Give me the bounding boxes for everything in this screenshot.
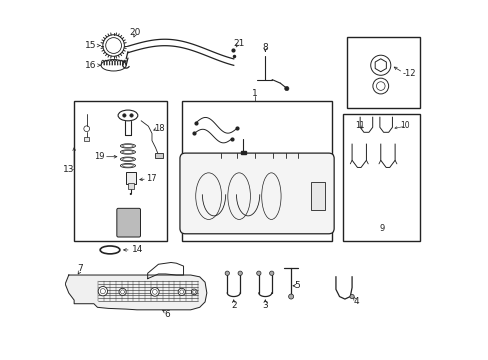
Circle shape [98, 287, 107, 296]
Circle shape [269, 271, 273, 275]
Circle shape [178, 288, 185, 296]
FancyBboxPatch shape [180, 153, 333, 234]
Bar [125, 172, 136, 184]
Bar [182, 101, 332, 241]
Text: 14: 14 [131, 246, 142, 255]
Circle shape [129, 193, 132, 195]
Circle shape [349, 294, 353, 299]
Text: 1: 1 [252, 89, 258, 98]
Text: 17: 17 [145, 175, 156, 184]
Bar [74, 101, 167, 241]
Bar [155, 153, 163, 158]
Text: 3: 3 [262, 301, 267, 310]
Text: 20: 20 [129, 28, 141, 37]
Text: 8: 8 [262, 43, 267, 52]
Bar [128, 183, 133, 189]
FancyBboxPatch shape [117, 208, 140, 237]
Text: 4: 4 [353, 297, 359, 306]
Circle shape [288, 294, 293, 299]
Polygon shape [65, 275, 206, 310]
Text: 18: 18 [154, 123, 164, 132]
Text: 10: 10 [399, 121, 408, 130]
Text: 6: 6 [164, 310, 170, 319]
Text: 11: 11 [354, 121, 364, 130]
Circle shape [122, 114, 126, 117]
Bar [84, 137, 89, 141]
Circle shape [256, 271, 261, 275]
Circle shape [224, 271, 229, 275]
Text: 19: 19 [94, 152, 104, 161]
Circle shape [129, 114, 133, 117]
Text: 9: 9 [379, 224, 384, 233]
Circle shape [150, 288, 159, 296]
Text: 21: 21 [233, 39, 244, 48]
Text: 5: 5 [294, 281, 300, 290]
Circle shape [238, 271, 242, 275]
Text: 7: 7 [77, 265, 83, 274]
Text: 2: 2 [230, 301, 236, 310]
Circle shape [284, 86, 288, 91]
Circle shape [191, 289, 197, 295]
Bar [310, 182, 325, 211]
Text: 16: 16 [85, 61, 97, 70]
Bar [343, 114, 419, 241]
Text: 13: 13 [63, 165, 74, 174]
Bar [240, 151, 246, 154]
Text: 15: 15 [85, 41, 97, 50]
Bar [346, 37, 419, 108]
Circle shape [119, 288, 126, 296]
Text: -12: -12 [402, 69, 415, 78]
